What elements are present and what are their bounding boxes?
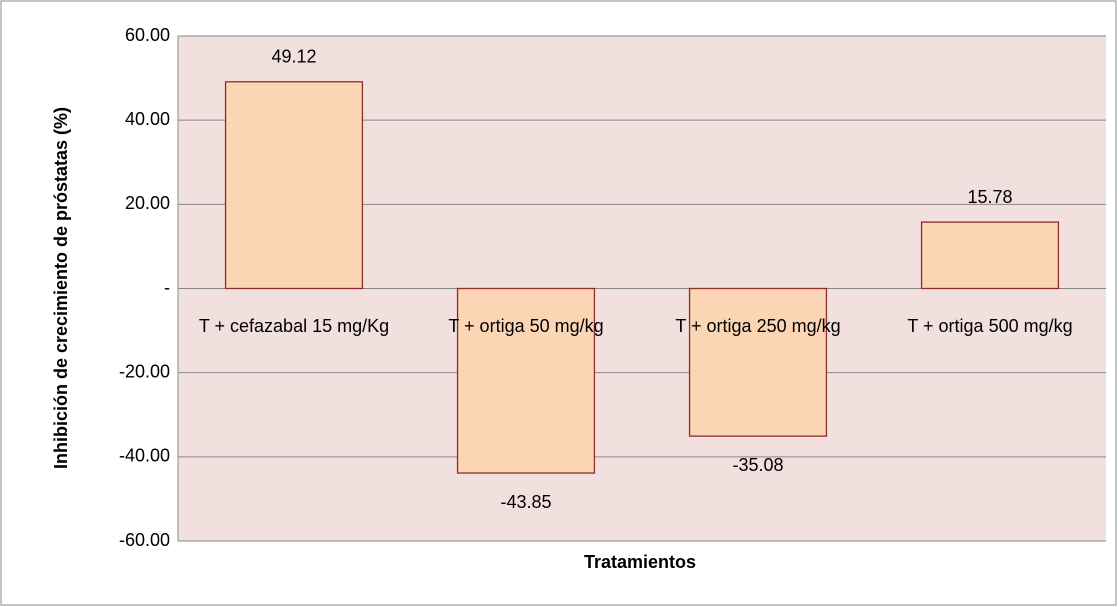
y-tick-label: 40.00 bbox=[125, 109, 170, 129]
data-label: -35.08 bbox=[732, 455, 783, 475]
bar bbox=[456, 287, 596, 474]
x-tick-label: T + ortiga 250 mg/kg bbox=[675, 315, 841, 336]
bar bbox=[688, 287, 828, 437]
y-tick-label: -20.00 bbox=[119, 361, 170, 381]
y-tick-label: -40.00 bbox=[119, 446, 170, 466]
bar bbox=[920, 221, 1060, 290]
y-tick-label: - bbox=[164, 277, 170, 297]
y-tick-label: -60.00 bbox=[119, 530, 170, 550]
y-tick-label: 60.00 bbox=[125, 25, 170, 45]
y-axis-title: Inhibición de crecimiento de próstatas (… bbox=[51, 107, 71, 469]
bar bbox=[224, 81, 364, 290]
x-axis-title: Tratamientos bbox=[584, 552, 696, 572]
data-label: 49.12 bbox=[271, 47, 316, 67]
x-tick-label: T + cefazabal 15 mg/Kg bbox=[198, 315, 390, 336]
data-label: -43.85 bbox=[500, 492, 551, 512]
y-tick-label: 20.00 bbox=[125, 193, 170, 213]
x-tick-label: T + ortiga 50 mg/kg bbox=[448, 315, 604, 336]
data-label: 15.78 bbox=[967, 187, 1012, 207]
x-tick-label: T + ortiga 500 mg/kg bbox=[907, 315, 1073, 336]
